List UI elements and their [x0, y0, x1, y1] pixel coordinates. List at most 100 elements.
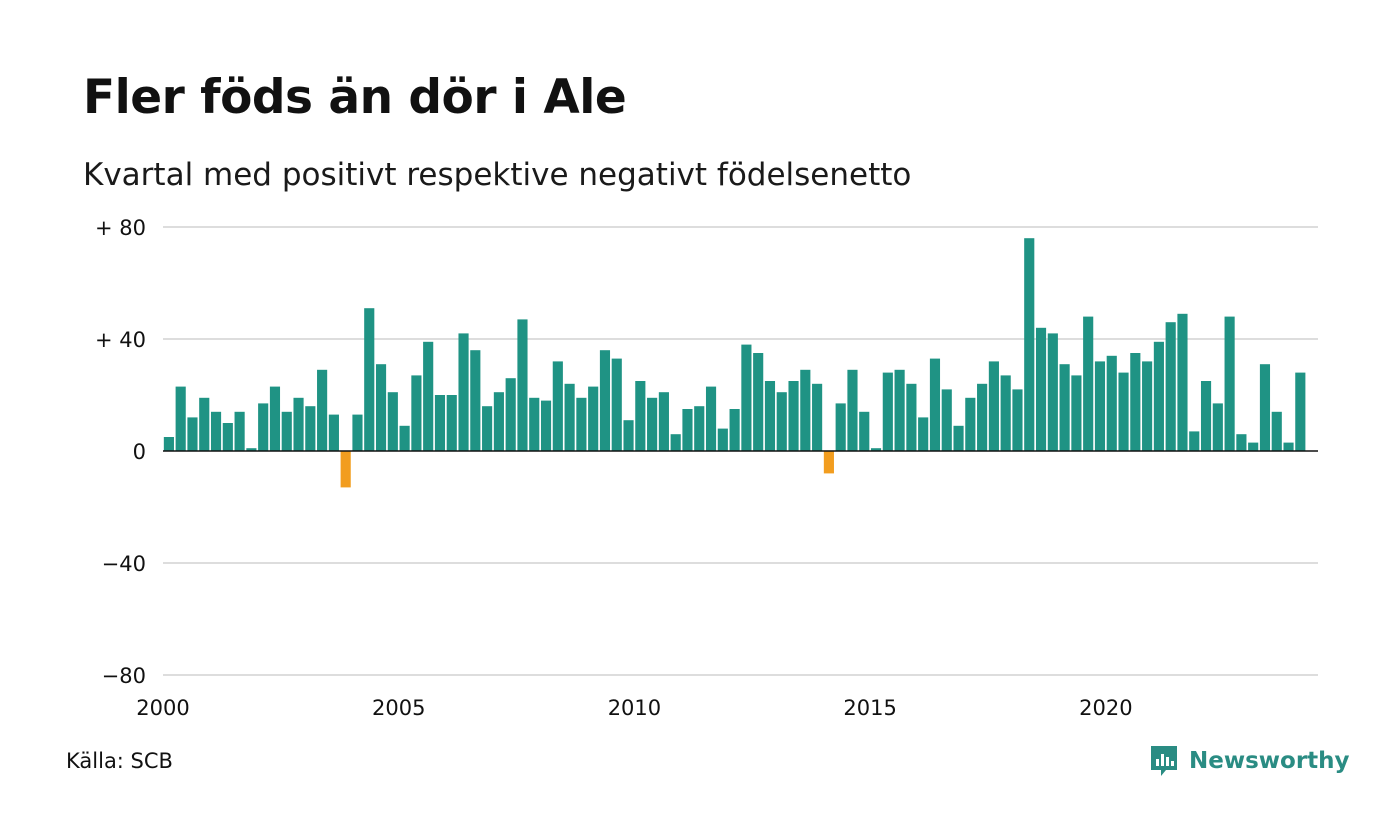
bar-positive [741, 344, 752, 451]
bar-positive [234, 411, 245, 451]
bar-positive [352, 414, 363, 451]
bar-positive [1071, 375, 1082, 451]
bar-positive [258, 403, 269, 451]
bar-positive [434, 395, 446, 451]
bar-positive [364, 308, 375, 451]
bar-positive [988, 361, 999, 451]
bar-positive [611, 358, 622, 451]
bar-positive [764, 381, 776, 451]
bar-positive [894, 369, 905, 451]
y-tick-label: + 80 [95, 216, 146, 240]
bar-positive [1106, 355, 1117, 451]
bar-positive [800, 369, 811, 451]
bar-positive [882, 372, 893, 451]
bar-positive [246, 448, 257, 451]
bar-positive [281, 411, 292, 451]
bar-positive [1083, 316, 1094, 451]
bar-positive [776, 392, 787, 451]
bars [163, 238, 1306, 488]
grid-lines [163, 226, 1318, 676]
bar-positive [1059, 364, 1070, 451]
bar-positive [517, 319, 528, 451]
bar-positive [222, 423, 233, 451]
bar-positive [929, 358, 941, 451]
bar-positive [1259, 364, 1271, 451]
bar-positive [1283, 442, 1294, 451]
bar-positive [411, 375, 422, 451]
bar-positive [446, 395, 457, 451]
bar-positive [977, 383, 988, 451]
bar-positive [1130, 353, 1141, 451]
x-tick-label: 2000 [136, 696, 189, 720]
bar-positive [965, 397, 976, 451]
source-note: Källa: SCB [66, 749, 173, 773]
bar-positive [788, 381, 799, 451]
newsworthy-logo-icon [1151, 746, 1177, 776]
bar-positive [1224, 316, 1235, 451]
bar-positive [906, 383, 917, 451]
bar-positive [387, 392, 398, 451]
bar-positive [717, 428, 728, 451]
bar-negative [823, 451, 834, 474]
chart-subtitle: Kvartal med positivt respektive negativt… [83, 157, 912, 193]
y-tick-label: −80 [102, 664, 146, 688]
bar-positive [1047, 333, 1058, 451]
y-tick-label: −40 [102, 552, 146, 576]
bar-positive [859, 411, 870, 451]
y-tick-label: 0 [133, 440, 146, 464]
bar-positive [1024, 238, 1035, 451]
bar-positive [482, 406, 493, 451]
bar-positive [870, 448, 882, 451]
bar-positive [1012, 389, 1023, 451]
bar-positive [1248, 442, 1259, 451]
bar-positive [1212, 403, 1223, 451]
bar-positive [375, 364, 387, 451]
bar-positive [399, 425, 410, 451]
bar-positive [458, 333, 469, 451]
bar-positive [328, 414, 339, 451]
bar-positive [493, 392, 504, 451]
x-tick-label: 2020 [1079, 696, 1132, 720]
bar-positive [187, 417, 198, 451]
brand-logo: Newsworthy [1149, 744, 1350, 778]
bar-positive [1165, 322, 1176, 451]
bar-positive [953, 425, 964, 451]
bar-positive [670, 434, 681, 451]
bar-positive [305, 406, 316, 451]
bar-positive [317, 369, 328, 451]
y-tick-label: + 40 [95, 328, 146, 352]
axes: + 80 + 40 0 −40 −80 2000 2005 2010 2015 2020 [95, 216, 1318, 720]
x-tick-label: 2010 [608, 696, 661, 720]
bar-positive [564, 383, 575, 451]
bar-positive [293, 397, 304, 451]
bar-positive [529, 397, 540, 451]
bar-positive [1189, 431, 1200, 451]
bar-positive [694, 406, 705, 451]
x-tick-label: 2015 [843, 696, 896, 720]
bar-positive [753, 353, 764, 451]
bar-positive [623, 420, 634, 451]
bar-positive [1200, 381, 1212, 451]
bar-positive [1153, 341, 1164, 451]
bar-positive [835, 403, 846, 451]
bar-positive [729, 409, 740, 451]
bar-positive [1118, 372, 1129, 451]
bar-positive [423, 341, 434, 451]
bar-positive [505, 378, 516, 451]
bar-positive [812, 383, 823, 451]
bar-positive [1236, 434, 1247, 451]
bar-negative [340, 451, 351, 488]
chart-title: Fler föds än dör i Ale [83, 70, 627, 125]
bar-positive [1094, 361, 1106, 451]
bar-positive [1177, 313, 1188, 451]
bar-positive [1295, 372, 1306, 451]
bar-positive [1000, 375, 1011, 451]
bar-positive [682, 409, 693, 451]
bar-positive [576, 397, 587, 451]
bar-positive [599, 350, 611, 451]
bar-positive [658, 392, 669, 451]
bar-positive [540, 400, 552, 451]
bar-positive [941, 389, 952, 451]
bar-positive [918, 417, 929, 451]
